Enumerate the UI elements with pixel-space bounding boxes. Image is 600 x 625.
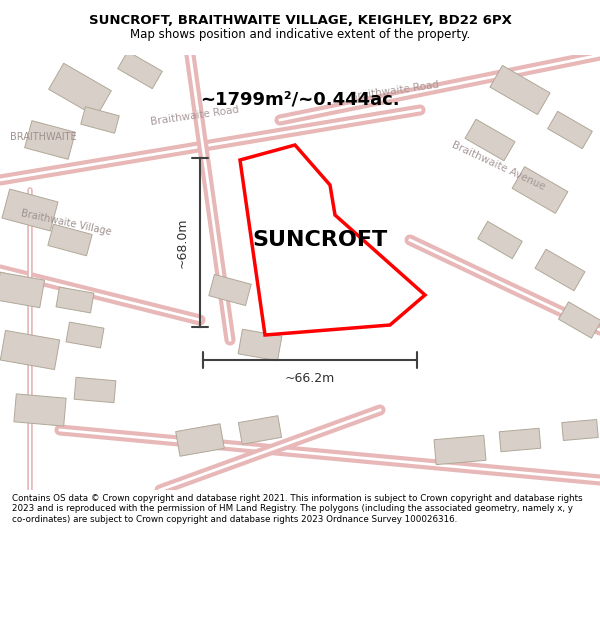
Polygon shape [535, 249, 585, 291]
Polygon shape [340, 272, 380, 308]
Polygon shape [81, 107, 119, 133]
Text: SUNCROFT, BRAITHWAITE VILLAGE, KEIGHLEY, BD22 6PX: SUNCROFT, BRAITHWAITE VILLAGE, KEIGHLEY,… [89, 14, 511, 27]
Polygon shape [66, 322, 104, 348]
Polygon shape [56, 287, 94, 313]
Polygon shape [0, 272, 44, 308]
Text: ~66.2m: ~66.2m [285, 371, 335, 384]
Text: BRAITHWAITE: BRAITHWAITE [10, 132, 77, 142]
Polygon shape [176, 424, 224, 456]
Text: ~68.0m: ~68.0m [176, 217, 188, 268]
Polygon shape [74, 378, 116, 402]
Polygon shape [290, 214, 330, 246]
Polygon shape [14, 394, 66, 426]
Polygon shape [499, 428, 541, 452]
Polygon shape [548, 111, 592, 149]
Text: Braithwaite Village: Braithwaite Village [20, 208, 112, 237]
Polygon shape [490, 66, 550, 114]
Polygon shape [48, 224, 92, 256]
Text: Braithwaite Road: Braithwaite Road [150, 104, 240, 127]
Polygon shape [118, 51, 163, 89]
Polygon shape [562, 419, 598, 441]
Text: Contains OS data © Crown copyright and database right 2021. This information is : Contains OS data © Crown copyright and d… [12, 494, 583, 524]
Polygon shape [478, 221, 523, 259]
Polygon shape [49, 63, 112, 117]
Text: ~1799m²/~0.444ac.: ~1799m²/~0.444ac. [200, 91, 400, 109]
Polygon shape [559, 302, 600, 338]
Polygon shape [238, 329, 282, 361]
Polygon shape [244, 158, 296, 202]
Polygon shape [240, 145, 425, 335]
Polygon shape [512, 167, 568, 213]
Polygon shape [434, 436, 486, 464]
Polygon shape [465, 119, 515, 161]
Polygon shape [209, 274, 251, 306]
Text: SUNCROFT: SUNCROFT [253, 230, 388, 250]
Text: Map shows position and indicative extent of the property.: Map shows position and indicative extent… [130, 28, 470, 41]
Polygon shape [1, 331, 59, 369]
Polygon shape [2, 189, 58, 231]
Polygon shape [25, 121, 76, 159]
Polygon shape [238, 416, 281, 444]
Text: Braithwaite Road: Braithwaite Road [350, 79, 440, 102]
Text: Braithwaite Avenue: Braithwaite Avenue [450, 140, 547, 192]
